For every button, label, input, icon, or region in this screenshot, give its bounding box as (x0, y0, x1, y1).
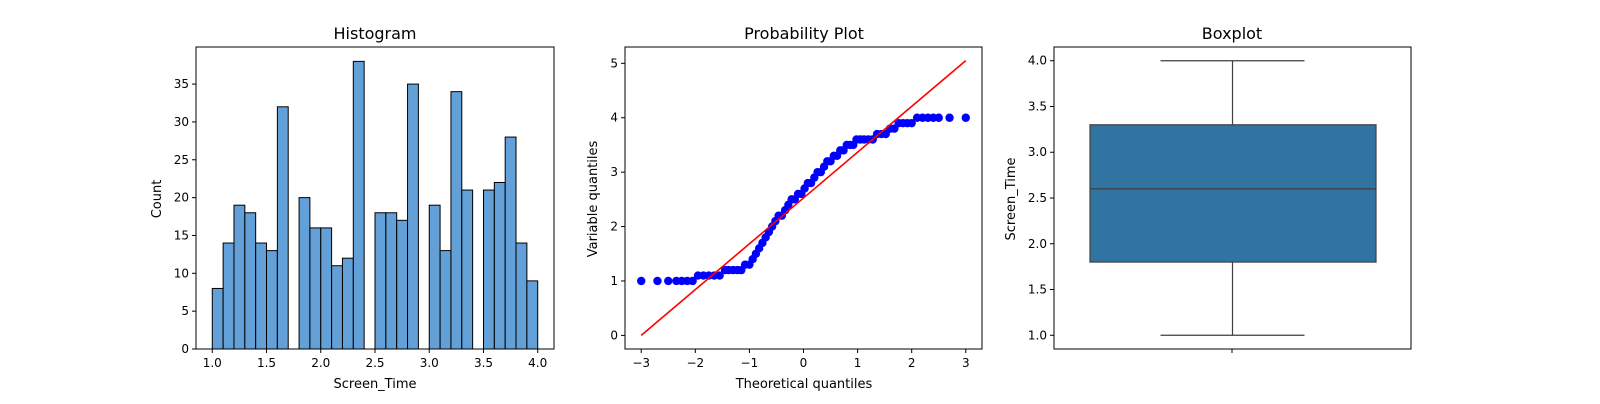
probability-point (688, 276, 697, 286)
histogram-ytick-label: 25 (174, 153, 189, 167)
histogram-bar (515, 242, 528, 350)
histogram-bar (482, 189, 495, 350)
boxplot-ytick-label: 3.5 (1028, 99, 1047, 113)
boxplot-panel: Boxplot 1.0 1.5 2.0 2.5 3.0 3.5 4.0 Screen_Tim… (1004, 24, 1412, 353)
probability-point (664, 276, 673, 286)
probability-plot-ytick-label: 2 (610, 220, 618, 234)
boxplot-ytick-label: 2.0 (1028, 237, 1047, 251)
histogram-ytick-label: 15 (174, 228, 189, 242)
probability-point (934, 113, 943, 122)
histogram-bar (352, 60, 365, 350)
probability-plot-panel: Probability Plot −3 −2 −1 0 1 2 3 0 1 2 3 4 5 Theor… (586, 24, 983, 392)
box-iqr (1089, 124, 1377, 263)
probability-plot-title: Probability Plot (744, 24, 864, 43)
histogram-ytick-label: 5 (181, 304, 189, 318)
boxplot-ytick-label: 3.0 (1028, 145, 1047, 159)
probability-plot-xtick-label: −1 (741, 356, 759, 370)
histogram-bar (266, 250, 278, 350)
histogram-ytick-label: 35 (174, 77, 189, 91)
boxplot-ytick-label: 4.0 (1028, 54, 1047, 68)
probability-point (653, 276, 662, 286)
histogram-bar (439, 250, 452, 350)
histogram-ytick-label: 0 (181, 342, 189, 356)
probability-plot-xtick-label: 0 (800, 356, 808, 370)
histogram-bar (385, 212, 398, 350)
histogram-bar (255, 242, 268, 350)
histogram-bar (493, 181, 506, 350)
histogram-bar (211, 287, 224, 350)
histogram-bar (244, 212, 257, 350)
probability-plot-axes-frame (624, 46, 983, 350)
histogram-bar (428, 204, 441, 350)
histogram-title: Histogram (334, 24, 417, 43)
boxplot-ytick-label: 1.0 (1028, 328, 1047, 342)
histogram-bar (233, 204, 246, 350)
histogram-bar (309, 227, 322, 350)
histogram-xtick-label: 2.0 (311, 356, 330, 370)
probability-plot-ytick-label: 5 (610, 56, 618, 70)
histogram-bar (341, 257, 354, 350)
probability-plot-xtick-label: 3 (962, 356, 970, 370)
boxplot-ytick-label: 2.5 (1028, 191, 1047, 205)
histogram-bar (504, 136, 517, 350)
histogram-xtick-label: 4.0 (528, 356, 547, 370)
histogram-xtick-label: 1.0 (203, 356, 222, 370)
histogram-bar (298, 197, 311, 350)
histogram-bar (320, 227, 333, 350)
histogram-xlabel: Screen_Time (333, 377, 416, 392)
probability-plot-xtick-label: 1 (854, 356, 862, 370)
probability-plot-xtick-label: −3 (632, 356, 650, 370)
probability-plot-ytick-label: 3 (610, 165, 618, 179)
boxplot-ylabel: Screen_Time (1004, 157, 1019, 240)
histogram-bar (276, 106, 289, 350)
probability-plot-ytick-label: 1 (610, 274, 618, 288)
probability-plot-ytick-label: 4 (610, 111, 618, 125)
boxplot-title: Boxplot (1202, 24, 1262, 43)
probability-plot-xlabel: Theoretical quantiles (735, 377, 873, 392)
histogram-bar (331, 265, 343, 350)
probability-point (907, 118, 916, 128)
histogram-ytick-label: 30 (174, 115, 189, 129)
probability-point (637, 276, 646, 286)
histogram-ylabel: Count (150, 180, 165, 219)
histogram-xtick-label: 3.5 (474, 356, 493, 370)
histogram-bar (374, 212, 387, 350)
probability-point (961, 113, 970, 122)
histogram-bar (526, 280, 539, 350)
histogram-bar (396, 219, 409, 350)
histogram-xtick-label: 3.0 (420, 356, 439, 370)
probability-plot-xtick-label: 2 (908, 356, 916, 370)
boxplot-ytick-label: 1.5 (1028, 283, 1047, 297)
histogram-panel: Histogram 1.0 1.5 2.0 2.5 3.0 3.5 4.0 0 5 10 15 20… (150, 24, 555, 392)
probability-plot-ytick-label: 0 (610, 328, 618, 342)
boxplot-axes-frame (1053, 46, 1412, 350)
probability-point (715, 271, 724, 280)
histogram-bar (407, 83, 419, 350)
histogram-axes-frame (195, 46, 555, 350)
histogram-bar (461, 189, 474, 350)
histogram-ytick-label: 20 (174, 191, 189, 205)
fit-line (640, 59, 967, 337)
probability-point (945, 113, 954, 122)
probability-plot-ylabel: Variable quantiles (586, 140, 601, 257)
histogram-xtick-label: 2.5 (365, 356, 384, 370)
histogram-ytick-label: 10 (174, 266, 189, 280)
histogram-bar (450, 91, 463, 350)
histogram-bar (222, 242, 235, 350)
histogram-xtick-label: 1.5 (257, 356, 276, 370)
probability-plot-xtick-label: −2 (686, 356, 704, 370)
